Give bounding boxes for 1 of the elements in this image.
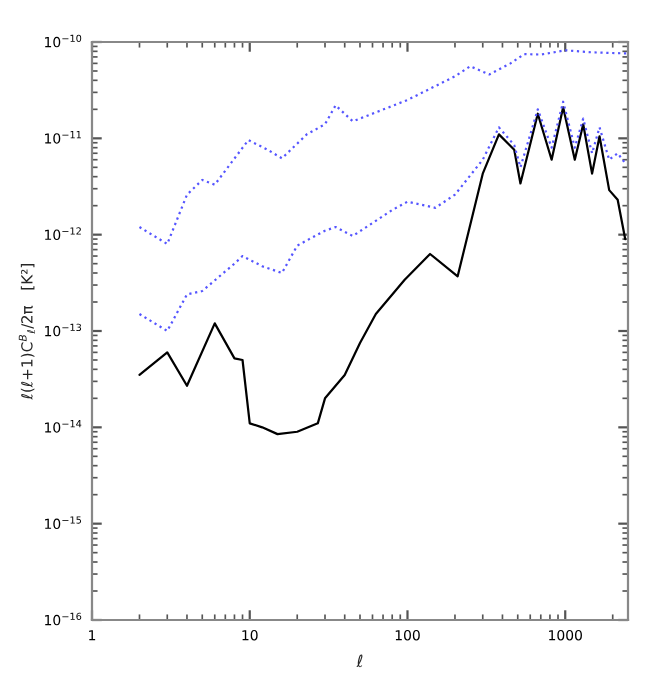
x-axis-title: ℓ bbox=[356, 654, 363, 668]
